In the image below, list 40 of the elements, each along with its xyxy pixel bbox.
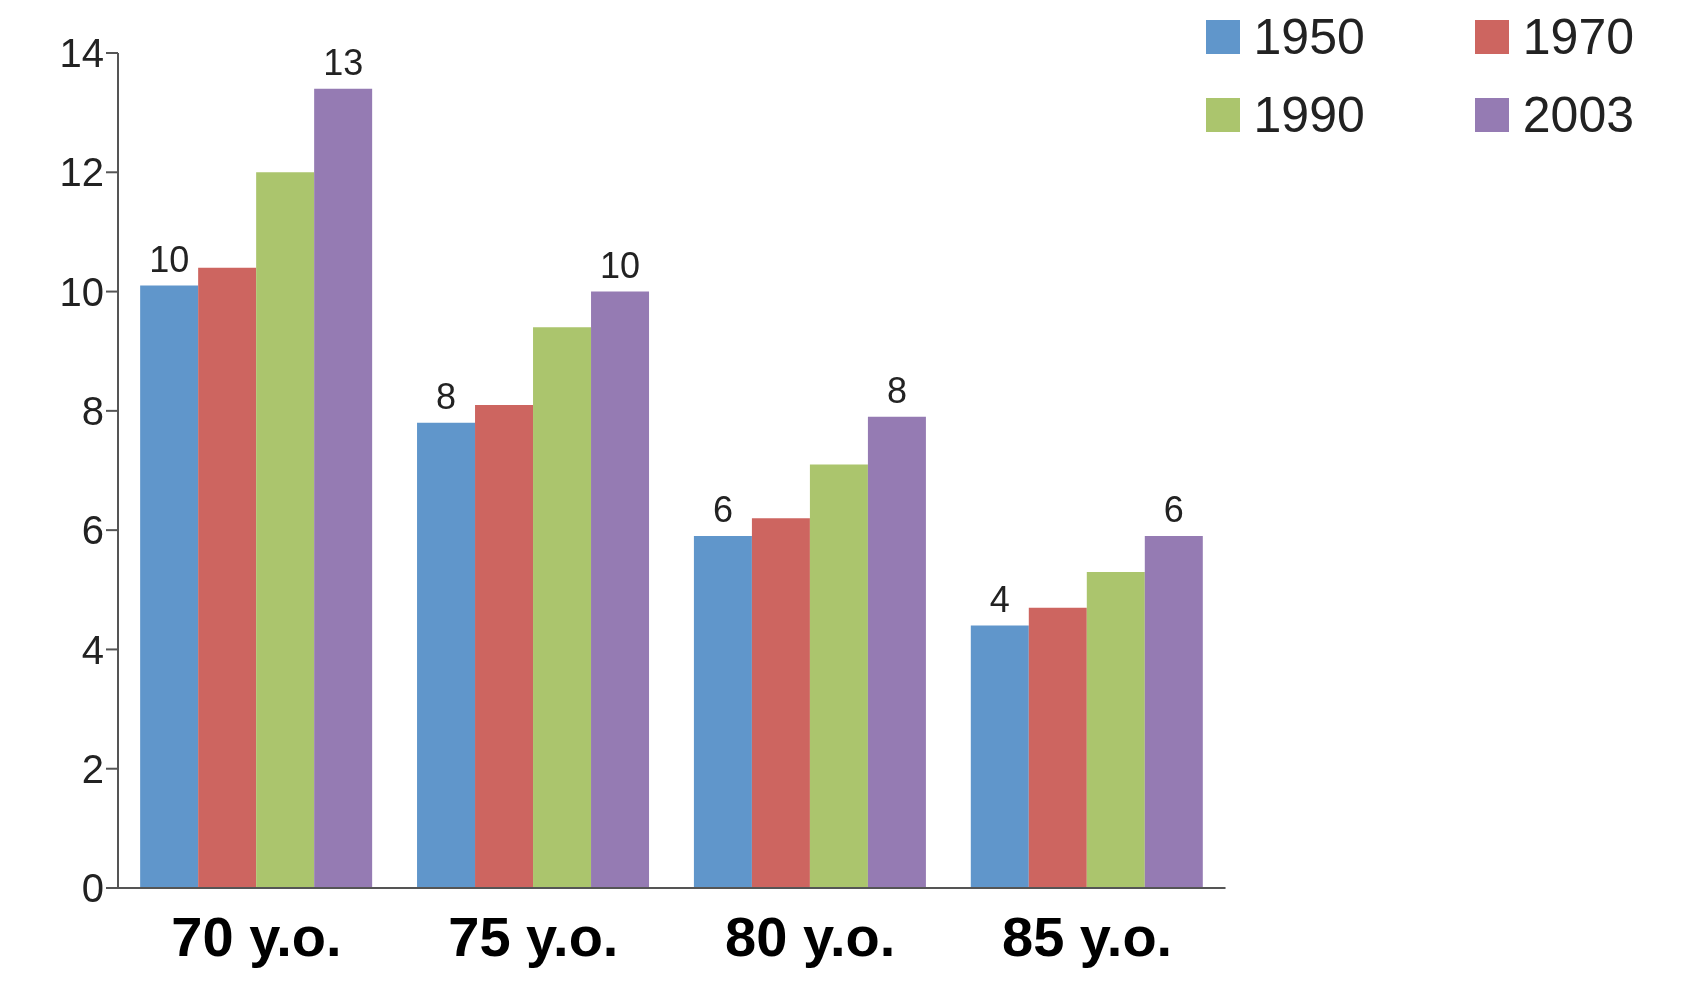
x-tick-label: 85 y.o.: [1002, 904, 1173, 968]
legend-label: 1970: [1522, 8, 1634, 66]
x-tick-label: 80 y.o.: [725, 904, 896, 968]
legend-label: 1990: [1253, 86, 1365, 144]
y-tick-label: 2: [81, 746, 104, 791]
y-tick-label: 0: [81, 866, 104, 911]
data-label: 4: [989, 578, 1010, 620]
y-tick-label: 8: [81, 389, 104, 434]
data-label: 8: [436, 375, 457, 417]
bar: [140, 285, 199, 888]
bar: [970, 625, 1029, 888]
bar: [1086, 571, 1145, 888]
bar: [256, 172, 315, 888]
bar: [751, 518, 810, 888]
bar: [591, 291, 650, 888]
legend-label: 1950: [1253, 8, 1365, 66]
bar: [1144, 536, 1203, 888]
data-label: 6: [712, 489, 733, 531]
x-tick-label: 70 y.o.: [171, 904, 342, 968]
data-label: 10: [149, 238, 190, 280]
legend-label: 2003: [1522, 86, 1634, 144]
bar: [809, 464, 868, 888]
y-tick-label: 10: [59, 269, 104, 314]
y-tick-label: 14: [59, 31, 104, 76]
data-label: 6: [1163, 489, 1184, 531]
bar: [417, 422, 476, 888]
bar: [475, 404, 534, 888]
bar: [1028, 607, 1087, 888]
bar: [198, 267, 257, 888]
x-tick-label: 75 y.o.: [448, 904, 619, 968]
bar: [533, 327, 592, 888]
data-label: 13: [323, 41, 364, 83]
data-label: 8: [886, 369, 907, 411]
y-tick-label: 6: [81, 508, 104, 553]
bar: [314, 88, 373, 888]
y-tick-label: 12: [59, 150, 104, 195]
bar: [693, 536, 752, 888]
bar: [867, 416, 926, 888]
data-label: 10: [600, 244, 641, 286]
y-tick-label: 4: [81, 627, 104, 672]
